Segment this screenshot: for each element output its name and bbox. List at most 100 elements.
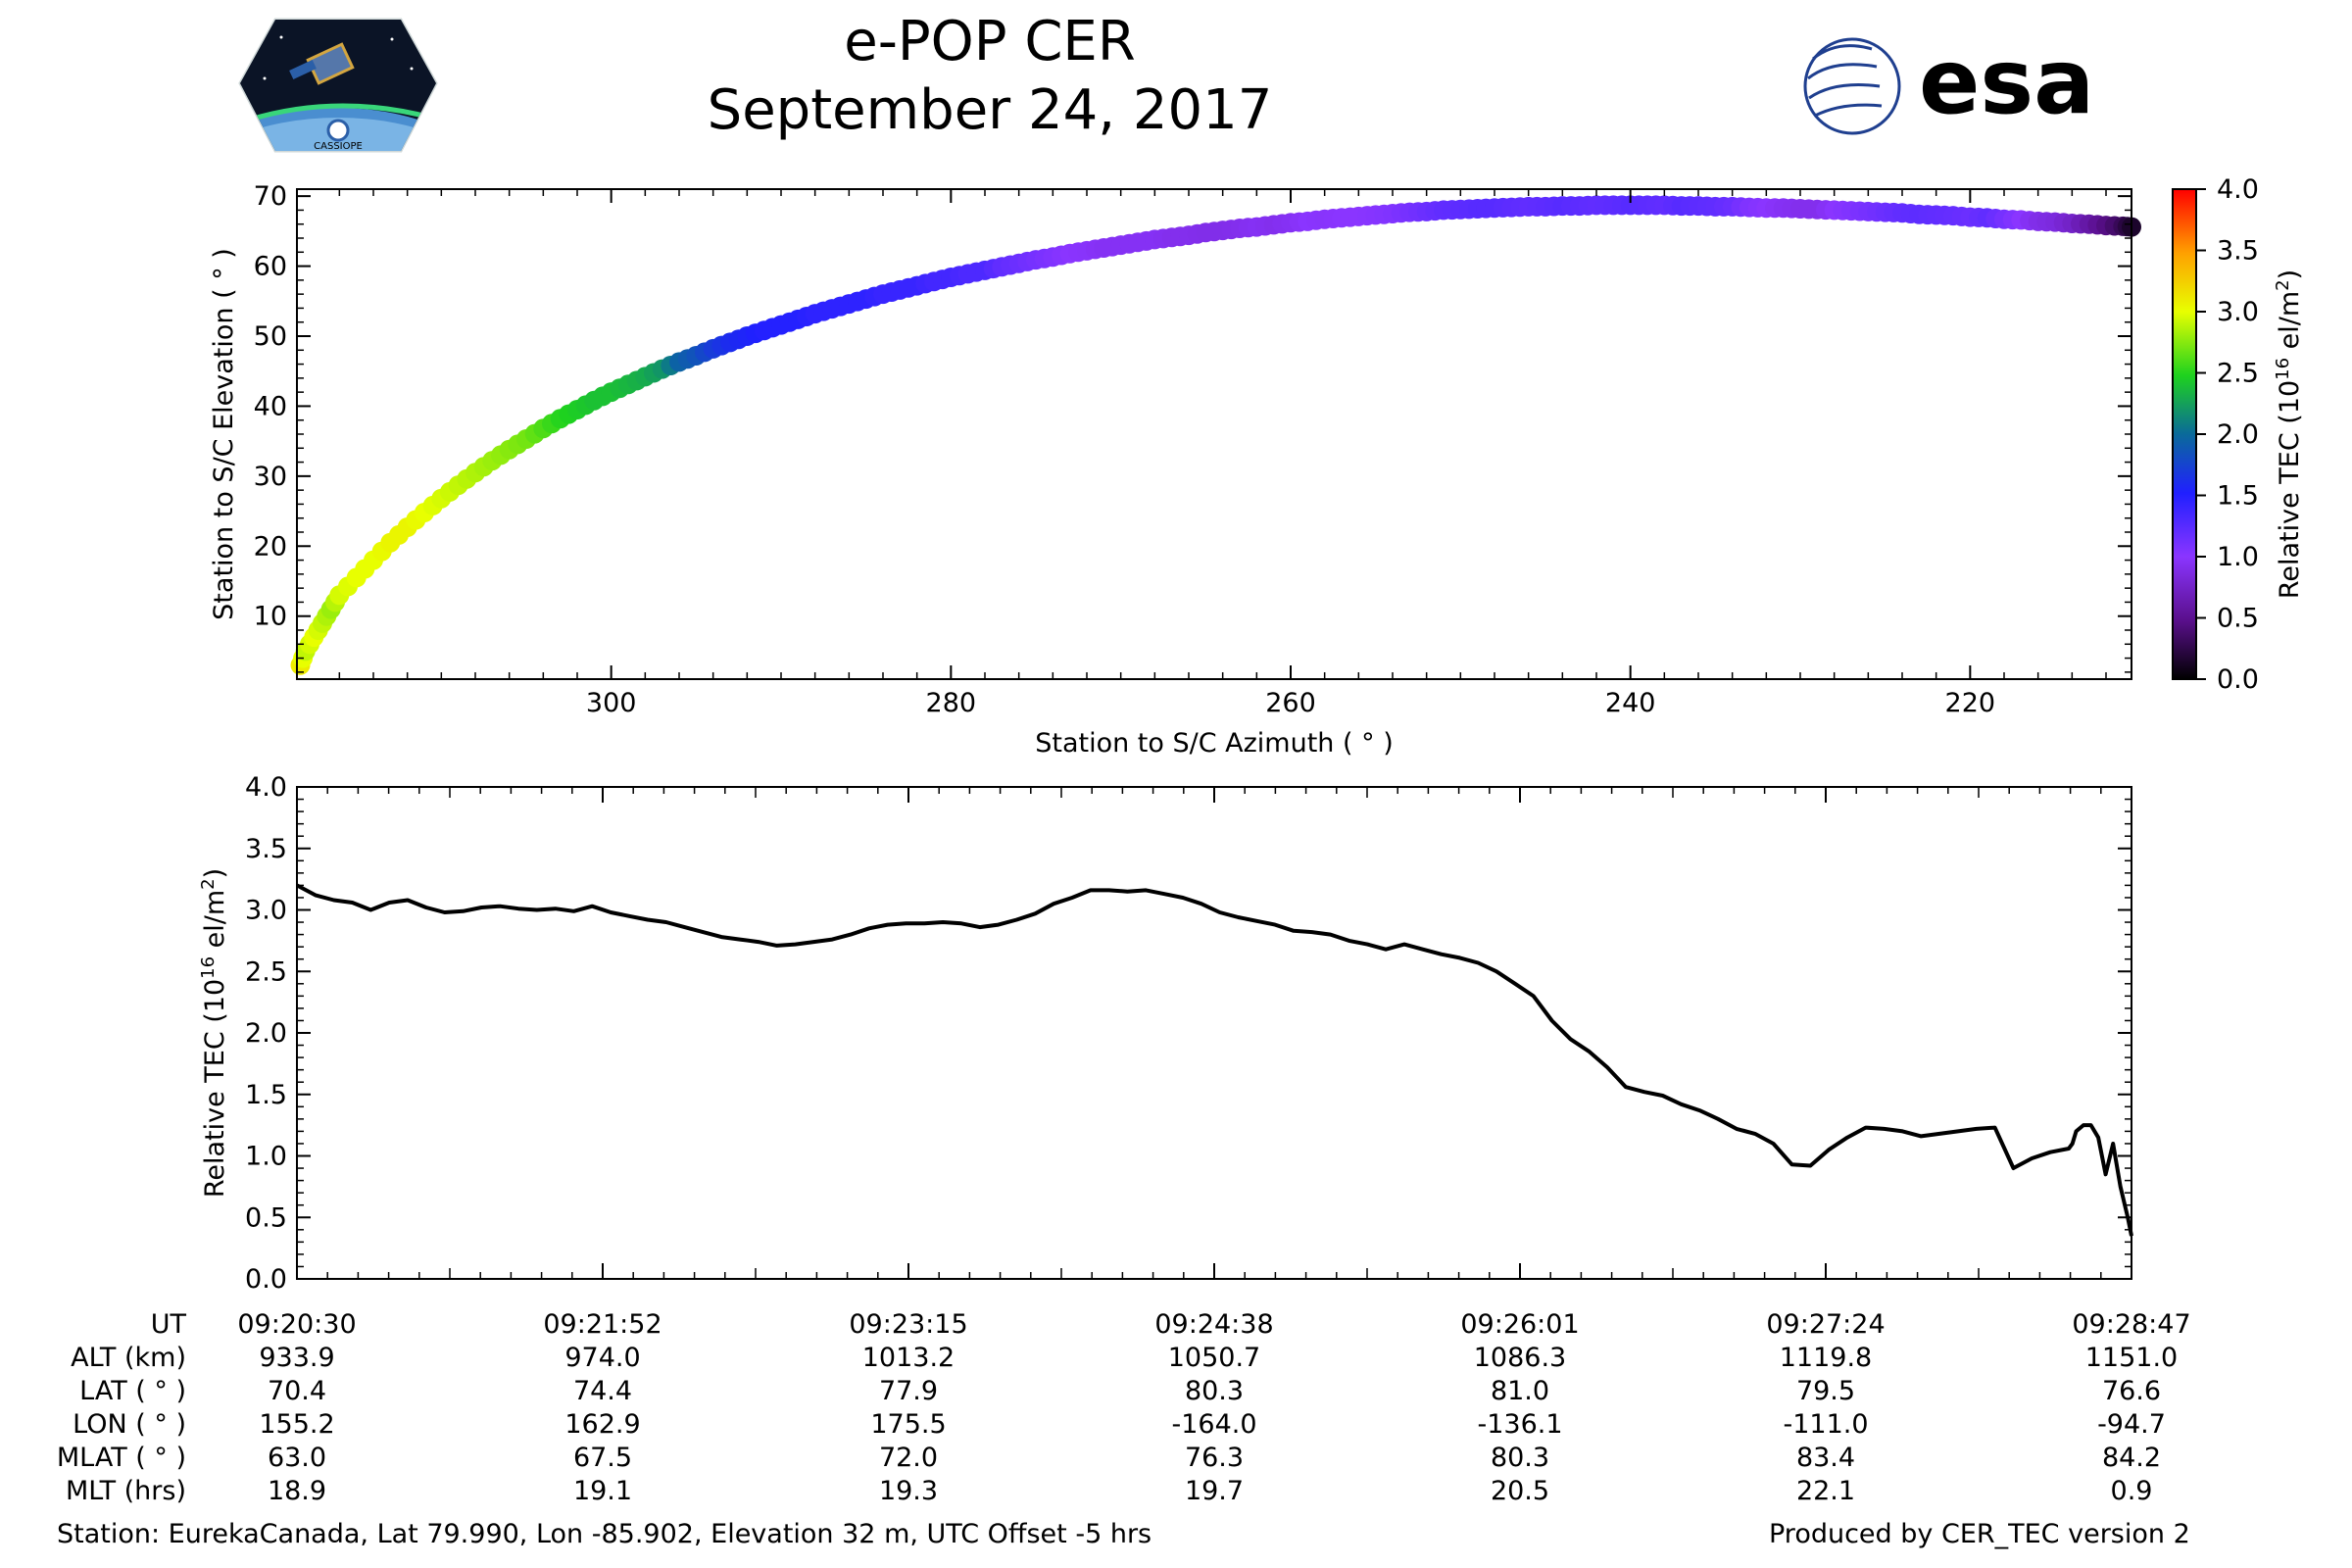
ephemeris-cell: 19.3 [879,1476,938,1506]
colorbar-tick-label: 2.0 [2217,419,2259,450]
ephemeris-row-label: MLT (hrs) [66,1476,186,1506]
ephemeris-cell: 70.4 [268,1376,326,1406]
page-title: e-POP CER [844,10,1136,74]
ephemeris-cell: 22.1 [1796,1476,1855,1506]
ephemeris-cell: 974.0 [564,1343,640,1373]
x-axis-ticks [296,787,2132,1279]
ephemeris-cell: -164.0 [1171,1409,1256,1440]
y-axis-label: Relative TEC (1016 el/m2) [198,868,230,1198]
colorbar-label: Relative TEC (1016 el/m2) [2273,270,2305,599]
ephemeris-cell: 09:20:30 [237,1309,356,1340]
y-tick-label: 40 [254,391,287,421]
station-info: Station: EurekaCanada, Lat 79.990, Lon -… [57,1519,1152,1549]
page-subtitle: September 24, 2017 [707,78,1273,142]
y-tick-label: 10 [254,602,287,632]
y-tick-label: 3.5 [245,834,287,864]
ephemeris-cell: 0.9 [2111,1476,2153,1506]
ephemeris-cell: 1151.0 [2085,1343,2178,1373]
track-markers [290,195,2141,675]
ephemeris-cell: -136.1 [1477,1409,1562,1440]
ephemeris-cell: 1050.7 [1168,1343,1260,1373]
colorbar-tick-label: 3.0 [2217,297,2259,327]
y-tick-label: 1.5 [245,1080,287,1110]
ephemeris-cell: 09:26:01 [1460,1309,1579,1340]
ephemeris-cell: -94.7 [2097,1409,2166,1440]
ephemeris-cell: 1013.2 [862,1343,955,1373]
y-tick-label: 1.0 [245,1142,287,1172]
y-axis-ticks: 0.0 0.5 1.0 1.5 2.0 2.5 3.0 3.5 4.0 [245,772,2132,1295]
cassiope-logo: CASSIOPE [238,18,438,153]
x-tick-label: 240 [1605,688,1656,718]
ephemeris-cell: 80.3 [1491,1443,1549,1473]
ephemeris-cell: 1119.8 [1780,1343,1872,1373]
ephemeris-cell: 09:28:47 [2072,1309,2190,1340]
ephemeris-cell: 72.0 [879,1443,938,1473]
produced-by: Produced by CER_TEC version 2 [1769,1519,2190,1549]
colorbar-tick-label: 2.5 [2217,359,2259,389]
x-tick-label: 260 [1265,688,1316,718]
ephemeris-cell: 155.2 [259,1409,334,1440]
ephemeris-cell: 09:27:24 [1766,1309,1885,1340]
ephemeris-cell: 1086.3 [1474,1343,1566,1373]
ephemeris-cell: 83.4 [1796,1443,1855,1473]
colorbar-tick-label: 0.5 [2217,604,2259,634]
y-tick-label: 2.0 [245,1018,287,1049]
ephemeris-cell: 76.6 [2102,1376,2161,1406]
y-tick-label: 70 [254,181,287,212]
x-tick-label: 280 [926,688,977,718]
ephemeris-cell: 933.9 [259,1343,334,1373]
y-tick-label: 50 [254,321,287,352]
ephemeris-cell: 77.9 [879,1376,938,1406]
ephemeris-cell: 19.7 [1185,1476,1244,1506]
colorbar-tick-label: 1.5 [2217,481,2259,512]
esa-logo-text: esa [1919,29,2094,134]
plot-frame [296,188,2132,680]
x-tick-label: 220 [1945,688,1996,718]
esa-logo: esa [1803,29,2094,135]
x-tick-label: 300 [586,688,637,718]
x-axis-ticks: 300 280 260 240 220 [338,189,2107,718]
y-tick-label: 3.0 [245,896,287,926]
y-tick-label: 2.5 [245,956,287,987]
ephemeris-row-label: LAT ( ° ) [79,1376,186,1406]
ephemeris-cell: -111.0 [1783,1409,1868,1440]
y-axis-ticks: 10 20 30 40 50 60 70 [254,181,2132,673]
y-tick-label: 30 [254,462,287,492]
colorbar-ticks: 0.0 0.5 1.0 1.5 2.0 2.5 3.0 3.5 4.0 [2196,174,2259,695]
ephemeris-cell: 63.0 [268,1443,326,1473]
ephemeris-row-label: LON ( ° ) [73,1409,186,1440]
ephemeris-cell: 09:24:38 [1154,1309,1273,1340]
ephemeris-cell: 76.3 [1185,1443,1244,1473]
y-tick-label: 60 [254,252,287,282]
elevation-azimuth-plot: 300 280 260 240 220 10 20 30 40 50 60 70 Station t… [209,181,2141,759]
cassiope-logo-text: CASSIOPE [314,141,363,152]
colorbar-tick-label: 4.0 [2217,174,2259,205]
ephemeris-cell: 19.1 [573,1476,632,1506]
ephemeris-row-label: UT [151,1309,187,1340]
colorbar-tick-label: 0.0 [2217,664,2259,695]
y-tick-label: 0.5 [245,1202,287,1233]
ephemeris-cell: 09:21:52 [543,1309,662,1340]
ephemeris-cell: 79.5 [1796,1376,1855,1406]
ephemeris-cell: 81.0 [1491,1376,1549,1406]
ephemeris-cell: 18.9 [268,1476,326,1506]
ephemeris-row-label: ALT (km) [71,1343,186,1373]
y-tick-label: 4.0 [245,772,287,803]
y-tick-label: 0.0 [245,1264,287,1295]
ephemeris-cell: 162.9 [564,1409,640,1440]
ephemeris-cell: 67.5 [573,1443,632,1473]
ephemeris-cell: 80.3 [1185,1376,1244,1406]
colorbar-tick-label: 3.5 [2217,236,2259,267]
colorbar: 0.0 0.5 1.0 1.5 2.0 2.5 3.0 3.5 4.0 Relative TEC… [2172,174,2305,695]
ephemeris-cell: 09:23:15 [849,1309,967,1340]
ephemeris-row-label: MLAT ( ° ) [57,1443,186,1473]
colorbar-gradient [2172,188,2197,680]
tec-time-plot: 0.0 0.5 1.0 1.5 2.0 2.5 3.0 3.5 4.0 Relative TEC… [198,772,2133,1295]
ephemeris-cell: 84.2 [2102,1443,2161,1473]
ephemeris-cell: 74.4 [573,1376,632,1406]
plot-frame [296,786,2132,1280]
tec-series-line [296,883,2133,1237]
